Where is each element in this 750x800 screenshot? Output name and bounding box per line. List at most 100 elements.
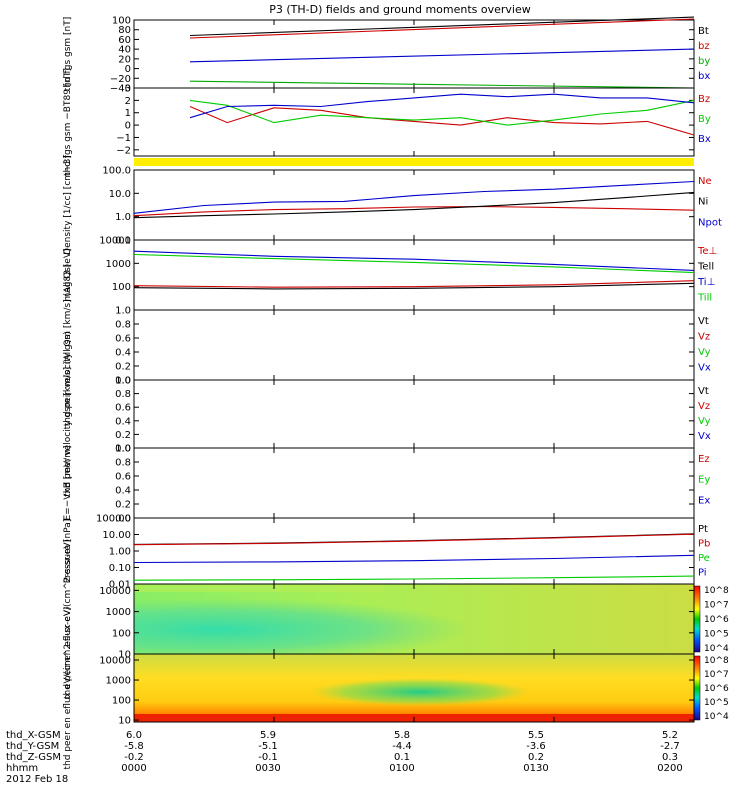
x-axis-row-label: thd_Z-GSM: [6, 752, 61, 763]
y-tick-label: 1.00: [109, 547, 131, 558]
panel: 10000 1000 100 mag83 [eV] Te⊥ Tell Ti⊥ Till: [63, 236, 717, 311]
y-tick-label: −2: [116, 145, 131, 156]
y-tick-label: 10000: [99, 586, 131, 597]
y-tick-label: 10000: [99, 656, 131, 667]
y-tick-label: 3: [125, 84, 131, 95]
colorbar-label: 10^5: [704, 698, 729, 708]
y-tick-label: 0.0: [115, 444, 131, 455]
x-tick-value: 0000: [121, 763, 146, 774]
series-line: [189, 16, 695, 37]
colorbar-label: 10^4: [704, 712, 729, 722]
y-axis-label: mag83 [eV]: [63, 248, 73, 301]
x-tick-value: 6.0: [126, 730, 142, 741]
spectrogram-depletion-region: [310, 678, 530, 706]
y-axis-label: thd peir velocity gsm [km/s] (All Qs): [63, 264, 73, 427]
legend-label: Vt: [698, 316, 709, 327]
y-tick-label: 0.8: [115, 389, 131, 400]
colorbar-label: 10^8: [704, 586, 729, 596]
y-tick-label: 0.4: [115, 348, 131, 359]
legend-label: Till: [697, 293, 712, 304]
legend-label: bz: [698, 41, 710, 52]
colorbar-label: 10^5: [704, 630, 729, 640]
panel-frame: [133, 239, 695, 311]
series-line: [133, 282, 695, 290]
y-tick-label: 10: [118, 650, 131, 661]
x-tick-value: 0130: [523, 763, 548, 774]
panel: 10^8 10^7 10^6 10^5 10^4 10000 1000 100 10 thd pe…: [63, 606, 729, 769]
x-tick-value: 0100: [389, 763, 414, 774]
y-tick-label: 20: [118, 54, 131, 65]
series-line: [133, 280, 695, 288]
y-tick-label: 0.8: [115, 458, 131, 469]
y-tick-label: 0.2: [115, 362, 131, 373]
figure-title: P3 (TH-D) fields and ground moments over…: [269, 3, 531, 16]
y-tick-label: 1.0: [115, 444, 131, 455]
legend-label: Ey: [698, 475, 710, 486]
y-axis-label: Pressure [nPa]: [63, 519, 73, 584]
panel-frame: [133, 19, 695, 89]
panel: 1.0 0.8 0.6 0.4 0.2 0.0 thd peer velocity gsm …: [63, 331, 711, 497]
legend-label: Vz: [698, 332, 710, 343]
x-tick-value: -2.7: [660, 741, 680, 752]
y-tick-label: 0.01: [109, 580, 131, 591]
y-tick-label: 1000: [106, 259, 131, 270]
y-tick-label: 0.8: [115, 320, 131, 331]
y-axis-label: thd peir en eflux eV/(cm^2-s-sr-eV): [63, 539, 73, 699]
y-axis-label: thd peer velocity gsm [km/s] (All Qs): [63, 331, 73, 497]
x-tick-value: 0.3: [662, 752, 678, 763]
y-tick-label: −40: [110, 84, 131, 95]
series-line: [133, 554, 695, 564]
date-label: 2012 Feb 18: [6, 774, 68, 785]
y-tick-label: 0.4: [115, 486, 131, 497]
y-tick-label: 10: [118, 716, 131, 727]
y-axis-label: thd fgs gsm [nT]: [63, 17, 73, 92]
x-tick-value: 0.2: [528, 752, 544, 763]
legend-label: Vx: [698, 363, 711, 374]
y-tick-label: 100.00: [96, 514, 131, 525]
series-line: [189, 105, 695, 136]
legend-label: Vt: [698, 386, 709, 397]
legend-label: Ti⊥: [697, 277, 715, 288]
legend-label: Bz: [698, 94, 710, 105]
legend-label: Te⊥: [697, 246, 717, 257]
panel-frame: [133, 309, 695, 381]
y-tick-label: 0.6: [115, 472, 131, 483]
y-tick-label: 0.6: [115, 403, 131, 414]
y-tick-label: 1000: [106, 607, 131, 618]
y-tick-label: 100: [112, 16, 131, 27]
legend-label: Vy: [698, 416, 711, 427]
colorbar-label: 10^7: [704, 670, 729, 680]
y-axis-label: thd peer en eflux eV/(cm^2-s-sr-eV): [63, 606, 73, 769]
y-tick-label: −1: [116, 133, 131, 144]
y-tick-label: 0: [125, 64, 131, 75]
y-tick-label: 100: [112, 628, 131, 639]
x-tick-value: -5.1: [258, 741, 278, 752]
y-tick-label: 1.0: [115, 212, 131, 223]
spectrogram-lowenergy-region: [134, 584, 694, 654]
y-axis-label: Density [1/cc] [cm−3]: [63, 155, 73, 255]
y-tick-label: 0.4: [115, 416, 131, 427]
series-line: [189, 80, 695, 89]
series-line: [189, 99, 695, 126]
y-tick-label: 1.0: [115, 306, 131, 317]
x-axis-annotation: thd_X-GSM thd_Y-GSM thd_Z-GSM hhmm 2012 …: [6, 730, 683, 785]
x-tick-value: 5.9: [260, 730, 276, 741]
legend-label: by: [698, 56, 710, 67]
panel-frame: [133, 517, 695, 585]
legend-label: Vx: [698, 431, 711, 442]
y-tick-label: 40: [118, 45, 131, 56]
series-line: [133, 180, 695, 214]
legend-label: Tell: [697, 262, 714, 273]
panel: 321 0−1−2 thd fgs gsm −BT89 [nT] Bz By Bx: [63, 68, 711, 176]
y-tick-label: 1: [125, 108, 131, 119]
series-line: [133, 206, 695, 217]
colorbar-label: 10^6: [704, 684, 729, 694]
legend-label: Pb: [698, 539, 710, 550]
x-tick-value: 5.5: [528, 730, 544, 741]
y-tick-label: 10000: [99, 236, 131, 247]
legend-label: Ni: [698, 197, 708, 208]
series-line: [133, 575, 695, 581]
y-tick-label: 0.0: [115, 376, 131, 387]
